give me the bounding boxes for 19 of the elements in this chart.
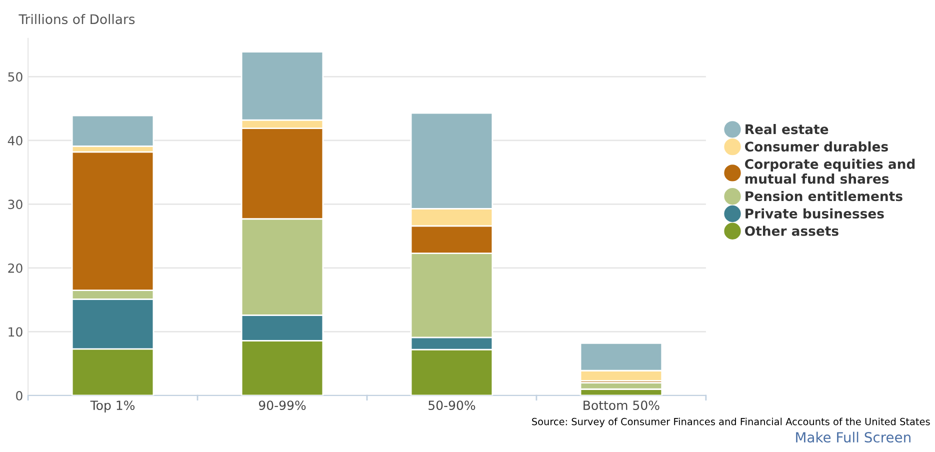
legend-label: Pension entitlements [746,190,902,202]
y-tick-label: 20 [8,263,22,273]
y-axis-title: Trillions of Dollars [18,14,135,24]
x-tick-label: Bottom 50% [584,400,660,410]
x-tick-label: 90-99% [258,400,306,410]
x-tick-label: 50-90% [428,400,476,410]
legend-label: Consumer durables [745,141,888,152]
text: Make Full Screen [796,432,910,443]
legend-label: Corporate equities and mutual fund shares [745,158,915,184]
legend-label: Other assets [745,226,838,236]
y-tick-label: 0 [16,390,22,400]
y-tick-label: 40 [8,136,22,146]
y-tick-label: 50 [8,72,22,82]
x-tick-label: Top 1% [90,400,135,412]
source-note: Source: Survey of Consumer Finances and Financial Accounts of the United States [532,418,930,428]
y-tick-label: 30 [8,200,22,210]
legend-label: Real estate [746,124,828,134]
y-tick-label: 10 [8,327,22,337]
legend-label: Private businesses [746,208,884,219]
